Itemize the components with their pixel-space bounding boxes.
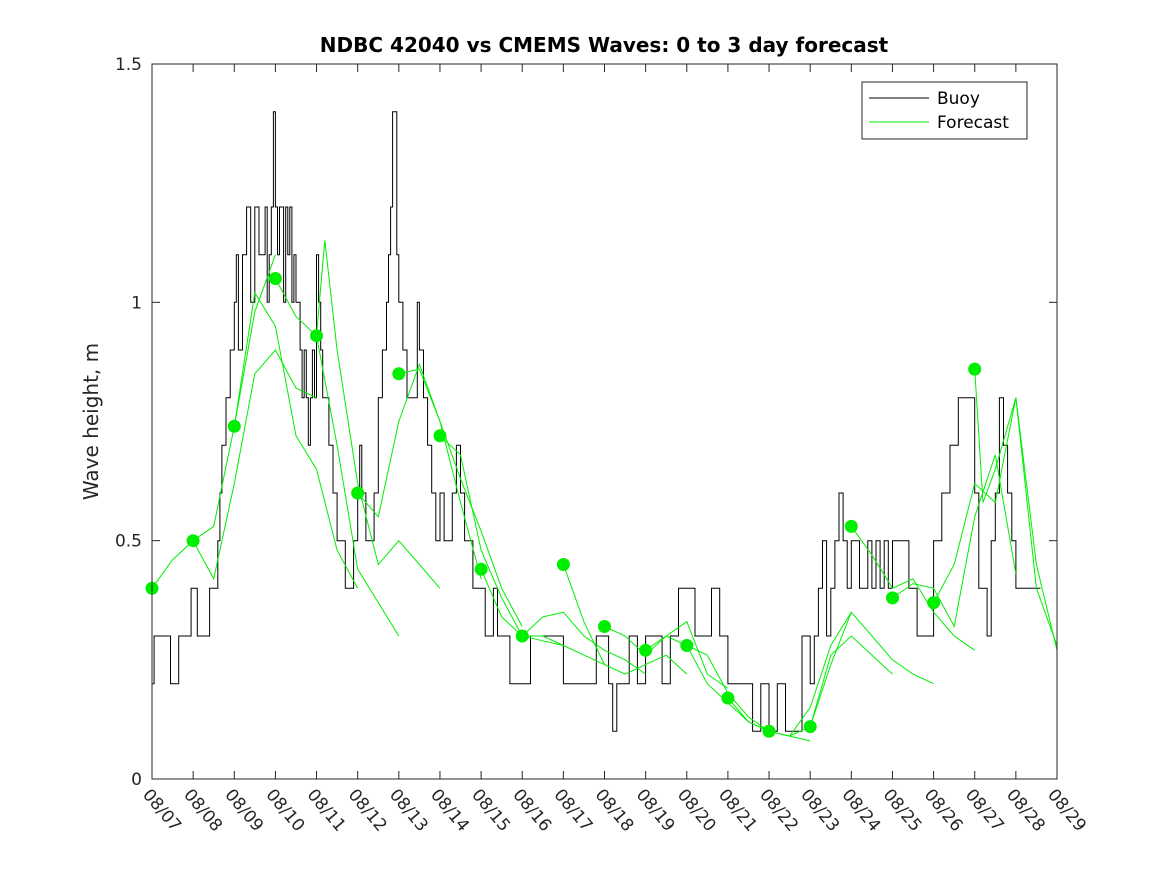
forecast-start-point bbox=[474, 562, 488, 576]
y-axis-label: Wave height, m bbox=[79, 343, 103, 500]
forecast-run-line bbox=[521, 611, 646, 675]
forecast-start-point bbox=[392, 367, 406, 381]
forecast-start-point bbox=[515, 629, 529, 643]
plot-area bbox=[152, 64, 1057, 779]
legend-forecast-label: Forecast bbox=[937, 113, 1009, 133]
forecast-run-line bbox=[892, 454, 1017, 628]
forecast-start-point bbox=[598, 620, 611, 633]
forecast-run-line bbox=[316, 240, 441, 589]
forecast-run-line bbox=[233, 291, 359, 589]
forecast-run-line bbox=[809, 611, 934, 727]
forecast-run-line bbox=[562, 564, 688, 675]
y-tick-label: 0.5 bbox=[115, 532, 142, 552]
forecast-run-line bbox=[357, 362, 482, 579]
forecast-series bbox=[151, 240, 1058, 742]
forecast-run-line bbox=[974, 369, 1058, 651]
y-tick-label: 1.5 bbox=[115, 55, 142, 75]
forecast-run-line bbox=[439, 435, 564, 646]
forecast-start-point bbox=[721, 691, 735, 705]
legend-box bbox=[861, 81, 1028, 140]
forecast-run-line bbox=[480, 569, 605, 666]
forecast-run-line bbox=[151, 254, 276, 589]
forecast-start-point bbox=[351, 486, 365, 500]
forecast-start-point bbox=[186, 534, 200, 548]
forecast-start-point bbox=[844, 519, 858, 533]
forecast-start-point bbox=[762, 724, 776, 738]
forecast-run-line bbox=[850, 526, 975, 651]
forecast-run-line bbox=[398, 368, 523, 627]
forecast-start-point bbox=[433, 429, 447, 443]
forecast-start-point bbox=[968, 362, 982, 376]
legend: Buoy Forecast bbox=[861, 81, 1028, 140]
forecast-start-points bbox=[145, 272, 982, 738]
forecast-start-point bbox=[639, 643, 653, 657]
forecast-start-point bbox=[927, 596, 941, 610]
y-tick-label: 1 bbox=[131, 293, 142, 313]
forecast-start-point bbox=[886, 591, 899, 605]
forecast-run-line bbox=[274, 278, 400, 637]
legend-buoy-label: Buoy bbox=[937, 89, 980, 109]
plot-frame bbox=[151, 63, 1058, 780]
forecast-start-point bbox=[803, 720, 817, 734]
forecast-start-point bbox=[268, 272, 282, 285]
y-tick-label: 0 bbox=[131, 770, 142, 790]
buoy-line bbox=[152, 111, 1041, 732]
forecast-run-line bbox=[933, 397, 1058, 646]
forecast-run-line bbox=[768, 635, 893, 737]
forecast-start-point bbox=[227, 419, 241, 433]
chart-title: NDBC 42040 vs CMEMS Waves: 0 to 3 day fo… bbox=[320, 33, 889, 57]
forecast-start-point bbox=[556, 558, 570, 571]
forecast-start-point bbox=[680, 639, 694, 652]
buoy-series bbox=[152, 111, 1041, 732]
forecast-run-line bbox=[192, 349, 317, 581]
forecast-start-point bbox=[310, 329, 323, 343]
